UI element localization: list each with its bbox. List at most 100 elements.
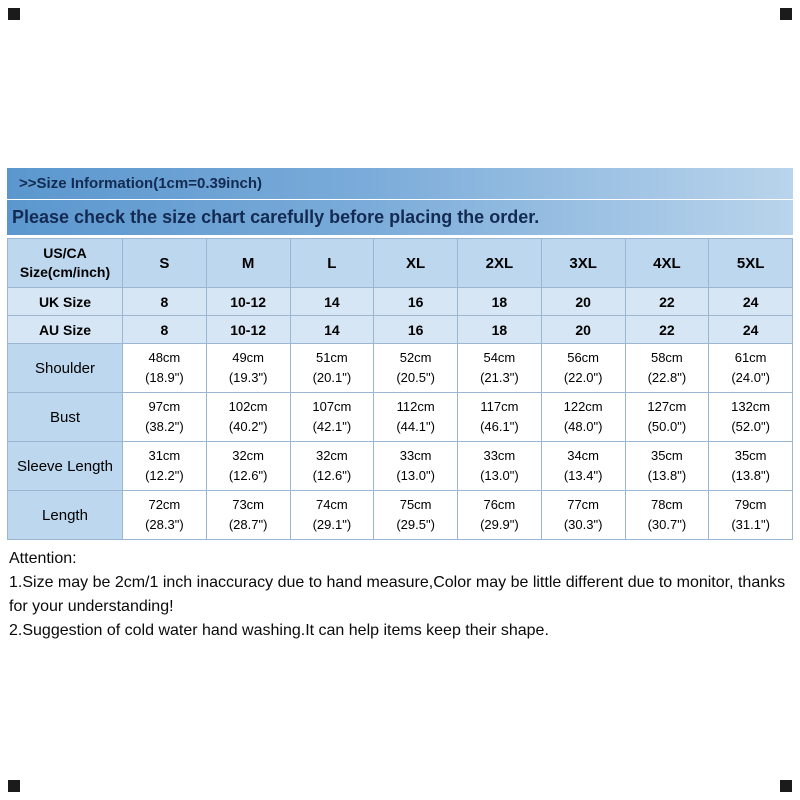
cm-value: 34cm [567,447,600,463]
measure-row-bust: Bust 97cm (38.2") 102cm (40.2") 107cm (4… [7,392,793,442]
measurement-cell: 34cm (13.4") [540,441,626,491]
measurement-cell: 33cm (13.0") [457,441,542,491]
inch-value: (13.4") [563,468,603,483]
uk-size-cell: 14 [289,287,375,316]
cm-value: 33cm [399,447,432,463]
measurement-cell: 35cm (13.8") [708,441,793,491]
cm-value: 61cm [734,349,767,365]
measurement-cell: 72cm (28.3") [122,490,207,540]
measurement-cell: 97cm (38.2") [122,392,207,442]
measure-row-sleeve-length: Sleeve Length 31cm (12.2") 32cm (12.6") … [7,441,793,491]
au-size-cell: 20 [540,315,626,344]
inch-value: (20.1") [312,370,352,385]
measurement-cell: 78cm (30.7") [624,490,710,540]
cm-value: 72cm [148,496,181,512]
measurement-cell: 122cm (48.0") [540,392,626,442]
cm-value: 107cm [312,398,352,414]
cm-value: 74cm [315,496,348,512]
inch-value: (12.6") [312,468,352,483]
au-size-row: AU Size 8 10-12 14 16 18 20 22 24 [7,315,793,344]
cm-value: 54cm [483,349,516,365]
inch-value: (22.0") [563,370,603,385]
size-chart-content: >>Size Information(1cm=0.39inch) Please … [7,168,793,643]
size-table: US/CA Size(cm/inch) S M L XL 2XL 3XL 4XL… [7,238,793,540]
row-label: Sleeve Length [7,441,123,491]
measurement-cell: 52cm (20.5") [373,343,458,393]
column-header-s: S [122,238,207,288]
uk-size-cell: 10-12 [205,287,291,316]
attention-line-1: 1.Size may be 2cm/1 inch inaccuracy due … [9,574,786,615]
uk-size-cell: 22 [624,287,710,316]
cm-value: 31cm [148,447,181,463]
cm-value: 117cm [480,398,519,414]
measurement-cell: 54cm (21.3") [457,343,542,393]
inch-value: (29.1") [312,517,352,532]
cm-value: 35cm [734,447,767,463]
corner-marker-top-right [780,8,792,20]
au-size-cell: 10-12 [205,315,291,344]
au-size-cell: 22 [624,315,710,344]
row-label: Bust [7,392,123,442]
measurement-cell: 58cm (22.8") [624,343,710,393]
column-header-4xl: 4XL [624,238,710,288]
inch-value: (31.1") [731,517,770,532]
column-header-5xl: 5XL [708,238,793,288]
inch-value: (29.9") [480,517,519,532]
inch-value: (24.0") [731,370,770,385]
measurement-cell: 132cm (52.0") [708,392,793,442]
uk-size-cell: 24 [708,287,793,316]
attention-title: Attention: [9,550,77,567]
corner-marker-bottom-right [780,780,792,792]
au-size-cell: 8 [122,315,207,344]
measure-row-length: Length 72cm (28.3") 73cm (28.7") 74cm (2… [7,490,793,540]
attention-line-2: 2.Suggestion of cold water hand washing.… [9,622,549,639]
corner-marker-bottom-left [8,780,20,792]
cm-value: 122cm [563,398,603,414]
cm-value: 78cm [650,496,683,512]
uk-size-cell: 8 [122,287,207,316]
measurement-cell: 79cm (31.1") [708,490,793,540]
cm-value: 76cm [483,496,516,512]
au-size-cell: 16 [373,315,458,344]
cm-value: 51cm [315,349,348,365]
size-info-title: >>Size Information(1cm=0.39inch) [7,168,793,199]
inch-value: (38.2") [145,419,184,434]
au-size-label: AU Size [7,315,123,344]
cm-value: 52cm [399,349,432,365]
inch-value: (21.3") [480,370,519,385]
inch-value: (13.8") [731,468,770,483]
inch-value: (29.5") [396,517,435,532]
measurement-cell: 127cm (50.0") [624,392,710,442]
cm-value: 75cm [399,496,432,512]
cm-value: 58cm [650,349,683,365]
uk-size-cell: 20 [540,287,626,316]
cm-value: 112cm [396,398,435,414]
inch-value: (46.1") [480,419,519,434]
inch-value: (13.0") [480,468,519,483]
au-size-cell: 14 [289,315,375,344]
size-check-subtitle: Please check the size chart carefully be… [7,200,793,235]
measurement-cell: 56cm (22.0") [540,343,626,393]
cm-value: 35cm [650,447,683,463]
measurement-cell: 32cm (12.6") [289,441,375,491]
column-header-xl: XL [373,238,458,288]
measurement-cell: 107cm (42.1") [289,392,375,442]
inch-value: (52.0") [731,419,770,434]
cm-value: 49cm [232,349,265,365]
uk-size-label: UK Size [7,287,123,316]
measurement-cell: 31cm (12.2") [122,441,207,491]
attention-block: Attention: 1.Size may be 2cm/1 inch inac… [7,547,793,643]
inch-value: (42.1") [312,419,352,434]
inch-value: (30.3") [563,517,603,532]
cm-value: 132cm [731,398,771,414]
table-header-row: US/CA Size(cm/inch) S M L XL 2XL 3XL 4XL… [7,238,793,288]
cm-value: 127cm [647,398,687,414]
measurement-cell: 74cm (29.1") [289,490,375,540]
inch-value: (48.0") [563,419,603,434]
measurement-cell: 48cm (18.9") [122,343,207,393]
inch-value: (28.7") [228,517,268,532]
cm-value: 56cm [567,349,600,365]
inch-value: (18.9") [145,370,184,385]
column-header-3xl: 3XL [540,238,626,288]
inch-value: (13.8") [647,468,687,483]
